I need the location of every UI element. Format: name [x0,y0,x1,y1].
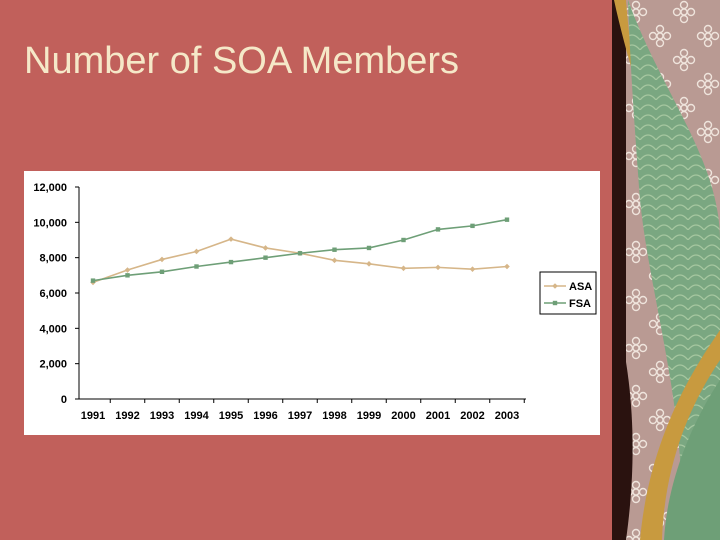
x-tick-label: 2000 [391,410,415,422]
x-tick-label: 1992 [115,410,139,422]
data-point-fsa [194,264,199,269]
gold-wave-lower [640,330,720,540]
x-tick-label: 2002 [460,410,484,422]
y-tick-label: 0 [61,394,67,406]
y-tick-label: 12,000 [33,182,67,194]
legend-marker-asa [552,283,558,289]
line-chart: 0 2,000 4,000 6,000 8,000 10,000 12,000 1991 199… [33,182,597,422]
data-point-asa [435,264,441,271]
series-line-asa [92,238,508,284]
data-point-asa [504,263,510,270]
data-point-fsa [366,245,372,251]
data-point-fsa [263,255,268,260]
x-tick-label: 2001 [426,410,450,422]
data-point-asa [124,267,131,273]
y-tick-label: 4,000 [39,323,67,335]
y-tick-label: 8,000 [39,253,67,265]
legend-box [539,271,597,315]
data-point-fsa [504,217,510,222]
green-wave-lower [664,380,720,540]
dark-edge-curve [612,300,633,540]
data-point-fsa [401,237,406,243]
data-point-asa [366,261,372,267]
slide-title: Number of SOA Members [24,40,460,82]
x-tick-label: 2003 [495,410,519,422]
data-point-asa [331,257,338,264]
data-point-asa [193,248,200,255]
data-point-fsa [159,269,165,274]
legend-label-fsa: FSA [569,298,591,310]
data-point-fsa [90,278,96,283]
data-point-fsa [332,247,337,252]
data-point-asa [400,265,407,272]
data-point-asa [469,266,476,272]
x-tick-label: 1995 [219,410,243,422]
x-tick-label: 1991 [81,410,105,422]
y-tick-label: 6,000 [39,288,67,300]
x-tick-label: 1996 [253,410,277,422]
data-point-fsa [297,251,303,256]
data-point-asa [159,256,165,263]
legend-marker-fsa [552,300,558,306]
data-point-fsa [470,223,475,229]
green-ribbon [628,0,720,540]
data-point-asa [228,236,234,242]
data-point-asa [262,245,269,251]
data-point-fsa [125,273,130,278]
y-tick-label: 10,000 [33,217,67,229]
x-tick-label: 1994 [184,410,209,422]
y-tick-label: 2,000 [39,359,67,371]
data-point-fsa [228,259,234,265]
x-tick-label: 1998 [322,410,346,422]
chart-panel: 0 2,000 4,000 6,000 8,000 10,000 12,000 1991 199… [24,171,600,435]
legend-label-asa: ASA [569,281,592,293]
x-tick-label: 1999 [357,410,381,422]
x-tick-label: 1997 [288,410,312,422]
data-point-fsa [435,227,441,232]
series-line-fsa [92,218,508,282]
x-tick-label: 1993 [150,410,174,422]
